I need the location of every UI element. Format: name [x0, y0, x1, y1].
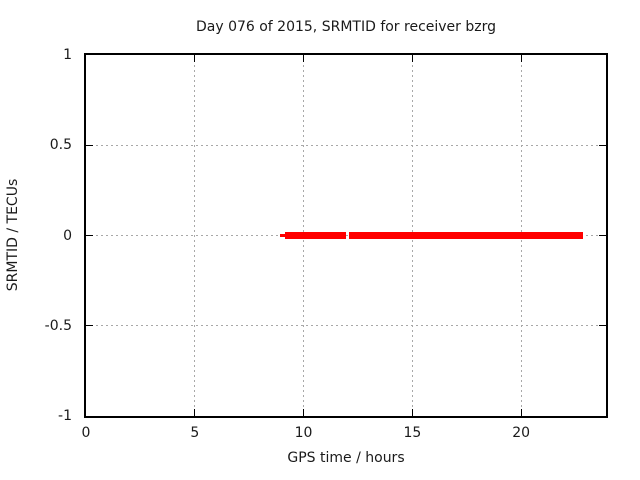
data-line-segment	[279, 234, 286, 237]
plot-area	[84, 53, 608, 418]
x-tick-label: 15	[403, 425, 422, 441]
y-tick-mark-left	[86, 144, 93, 146]
x-tick-label: 5	[190, 425, 200, 441]
x-tick-mark-top	[411, 55, 413, 62]
data-line-segment	[349, 232, 584, 239]
data-line-segment	[285, 232, 346, 239]
h-gridline	[86, 325, 606, 327]
x-tick-mark-top	[520, 55, 522, 62]
x-tick-mark-bottom	[520, 409, 522, 416]
chart-title: Day 076 of 2015, SRMTID for receiver bzr…	[195, 19, 497, 35]
h-gridline	[86, 144, 606, 146]
x-tick-mark-bottom	[194, 409, 196, 416]
x-tick-label: 20	[512, 425, 531, 441]
y-tick-label: 0.5	[49, 137, 72, 154]
y-tick-label: -0.5	[44, 317, 72, 334]
y-tick-label: -1	[58, 408, 72, 424]
x-tick-mark-top	[303, 55, 305, 62]
x-tick-mark-bottom	[303, 409, 305, 416]
y-tick-mark-right	[599, 325, 606, 327]
y-tick-mark-right	[599, 235, 606, 236]
x-tick-mark-bottom	[411, 409, 413, 416]
y-tick-label: 1	[63, 47, 72, 63]
y-tick-mark-left	[86, 325, 93, 327]
y-tick-label: 0	[63, 227, 72, 244]
x-tick-label: 0	[81, 425, 91, 441]
h-gridline	[86, 235, 606, 236]
x-tick-label: 10	[294, 425, 313, 441]
x-axis-label: GPS time / hours	[287, 450, 405, 466]
y-tick-mark-right	[599, 144, 606, 146]
y-tick-mark-left	[86, 235, 93, 236]
x-tick-mark-top	[194, 55, 196, 62]
